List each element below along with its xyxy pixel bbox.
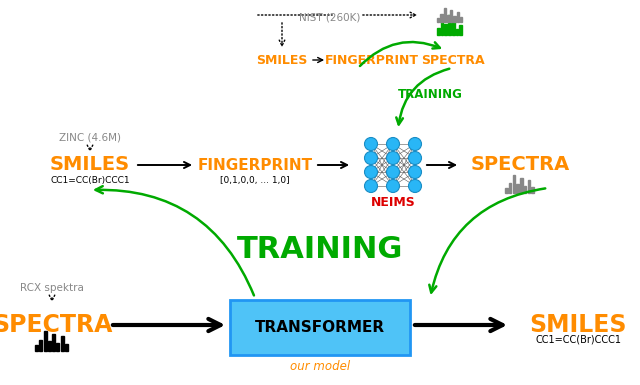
Text: CC1=CC(Br)CCC1: CC1=CC(Br)CCC1 <box>535 335 621 345</box>
Text: SMILES: SMILES <box>256 54 308 67</box>
Bar <box>509 183 511 193</box>
Bar <box>444 8 446 22</box>
Bar <box>460 17 462 22</box>
Bar <box>513 175 515 193</box>
Bar <box>520 178 523 193</box>
Bar <box>44 331 47 351</box>
Text: NIST (260K): NIST (260K) <box>300 13 361 23</box>
Text: SPECTRA: SPECTRA <box>0 313 112 337</box>
Text: [0,1,0,0, ... 1,0]: [0,1,0,0, ... 1,0] <box>220 176 290 184</box>
Bar <box>441 19 444 35</box>
Circle shape <box>365 166 378 179</box>
Bar <box>460 25 462 35</box>
Circle shape <box>408 179 422 192</box>
Bar <box>456 29 458 35</box>
Text: FINGERPRINT: FINGERPRINT <box>325 54 419 67</box>
Circle shape <box>387 179 399 192</box>
Circle shape <box>408 166 422 179</box>
Circle shape <box>387 152 399 164</box>
Bar <box>35 345 38 351</box>
Circle shape <box>387 166 399 179</box>
Bar <box>448 15 451 35</box>
Bar <box>56 343 60 351</box>
FancyBboxPatch shape <box>230 300 410 355</box>
Bar <box>516 184 519 193</box>
Bar <box>52 334 55 351</box>
Text: FINGERPRINT: FINGERPRINT <box>197 157 312 172</box>
Text: SPECTRA: SPECTRA <box>421 54 485 67</box>
Bar <box>453 17 456 22</box>
Text: TRANSFORMER: TRANSFORMER <box>255 320 385 335</box>
Bar <box>39 340 42 351</box>
Text: NEIMS: NEIMS <box>371 196 415 209</box>
Bar <box>447 15 449 22</box>
Bar <box>452 22 454 35</box>
Text: TRAINING: TRAINING <box>397 89 463 102</box>
Bar <box>65 344 68 351</box>
Bar <box>437 18 439 22</box>
Circle shape <box>365 179 378 192</box>
Circle shape <box>365 137 378 151</box>
Text: TRAINING: TRAINING <box>237 236 403 264</box>
Bar <box>48 341 51 351</box>
Circle shape <box>408 152 422 164</box>
Circle shape <box>387 137 399 151</box>
Text: ZINC (4.6M): ZINC (4.6M) <box>59 133 121 143</box>
Text: SMILES: SMILES <box>50 156 130 174</box>
Bar <box>505 187 508 193</box>
Bar <box>531 187 534 193</box>
Bar <box>440 14 443 22</box>
Bar <box>527 179 530 193</box>
Circle shape <box>365 152 378 164</box>
Bar <box>444 24 447 35</box>
Bar <box>61 336 63 351</box>
Text: SMILES: SMILES <box>529 313 627 337</box>
Text: CC1=CC(Br)CCC1: CC1=CC(Br)CCC1 <box>50 176 130 184</box>
Circle shape <box>408 137 422 151</box>
Bar <box>524 186 527 193</box>
Bar <box>450 10 452 22</box>
Bar <box>456 12 459 22</box>
Text: our model: our model <box>290 360 350 373</box>
Bar <box>437 28 440 35</box>
Text: RCX spektra: RCX spektra <box>20 283 84 293</box>
Text: SPECTRA: SPECTRA <box>470 156 570 174</box>
